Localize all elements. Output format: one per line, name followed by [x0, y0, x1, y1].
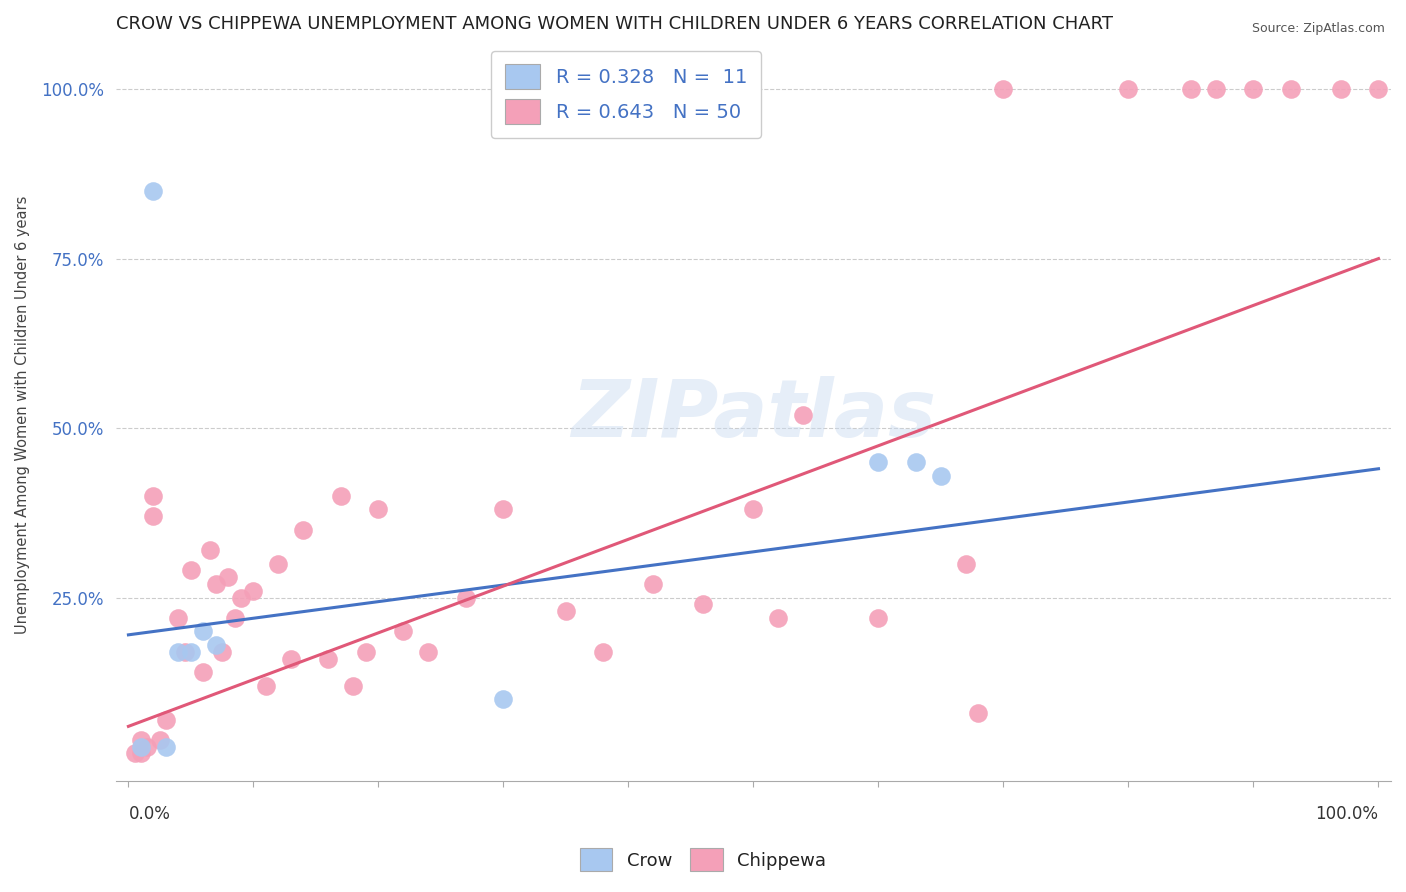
Point — [354, 645, 377, 659]
Point — [242, 583, 264, 598]
Point — [367, 502, 389, 516]
Point — [167, 611, 190, 625]
Point — [329, 489, 352, 503]
Point — [211, 645, 233, 659]
Point — [193, 665, 215, 680]
Point — [454, 591, 477, 605]
Point — [267, 557, 290, 571]
Point — [149, 733, 172, 747]
Point — [129, 733, 152, 747]
Text: 0.0%: 0.0% — [128, 805, 170, 823]
Point — [1243, 82, 1265, 96]
Point — [205, 577, 228, 591]
Point — [1367, 82, 1389, 96]
Point — [742, 502, 765, 516]
Point — [868, 611, 890, 625]
Point — [868, 455, 890, 469]
Point — [692, 598, 714, 612]
Point — [492, 502, 515, 516]
Point — [180, 564, 202, 578]
Point — [142, 489, 165, 503]
Text: CROW VS CHIPPEWA UNEMPLOYMENT AMONG WOMEN WITH CHILDREN UNDER 6 YEARS CORRELATIO: CROW VS CHIPPEWA UNEMPLOYMENT AMONG WOME… — [115, 15, 1114, 33]
Point — [768, 611, 790, 625]
Text: Source: ZipAtlas.com: Source: ZipAtlas.com — [1251, 22, 1385, 36]
Point — [142, 509, 165, 524]
Point — [555, 604, 578, 618]
Point — [167, 645, 190, 659]
Point — [1330, 82, 1353, 96]
Point — [229, 591, 252, 605]
Point — [1205, 82, 1227, 96]
Point — [180, 645, 202, 659]
Text: 100.0%: 100.0% — [1316, 805, 1378, 823]
Point — [292, 523, 315, 537]
Point — [193, 624, 215, 639]
Point — [217, 570, 239, 584]
Point — [142, 184, 165, 198]
Point — [129, 739, 152, 754]
Point — [418, 645, 440, 659]
Point — [993, 82, 1015, 96]
Point — [392, 624, 415, 639]
Point — [643, 577, 665, 591]
Point — [173, 645, 195, 659]
Point — [929, 468, 952, 483]
Point — [1118, 82, 1140, 96]
Point — [967, 706, 990, 720]
Point — [492, 692, 515, 706]
Point — [129, 747, 152, 761]
Point — [1180, 82, 1202, 96]
Point — [592, 645, 614, 659]
Point — [224, 611, 246, 625]
Y-axis label: Unemployment Among Women with Children Under 6 years: Unemployment Among Women with Children U… — [15, 195, 30, 633]
Point — [1279, 82, 1302, 96]
Point — [904, 455, 927, 469]
Point — [342, 679, 364, 693]
Point — [318, 651, 340, 665]
Point — [254, 679, 277, 693]
Point — [198, 543, 221, 558]
Point — [124, 747, 146, 761]
Legend: Crow, Chippewa: Crow, Chippewa — [572, 841, 834, 879]
Point — [205, 638, 228, 652]
Point — [280, 651, 302, 665]
Point — [155, 739, 177, 754]
Point — [792, 408, 814, 422]
Point — [955, 557, 977, 571]
Text: ZIPatlas: ZIPatlas — [571, 376, 936, 453]
Legend: R = 0.328   N =  11, R = 0.643   N = 50: R = 0.328 N = 11, R = 0.643 N = 50 — [491, 51, 761, 137]
Point — [136, 739, 159, 754]
Point — [155, 713, 177, 727]
